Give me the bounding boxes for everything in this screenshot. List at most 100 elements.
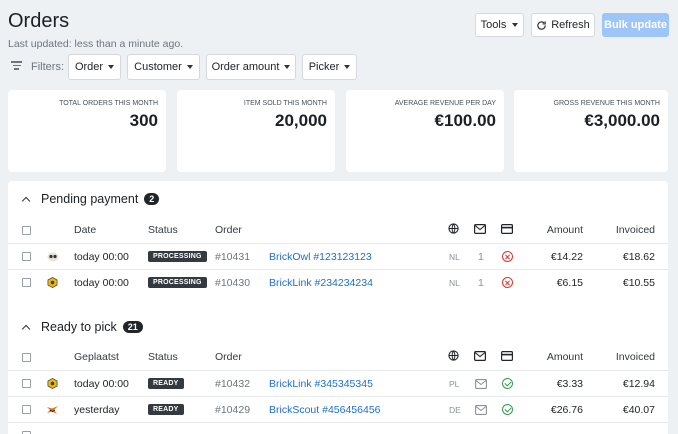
stat-card-total-orders: TOTAL ORDERS THIS MONTH 300 [8,90,166,172]
country-code: DE [449,404,461,415]
sparkline [25,145,152,171]
invoiced-amount: €18.62 [622,250,655,263]
filters-label: Filters: [31,61,64,73]
stat-value: 20,000 [275,111,327,130]
order-date: today 00:00 [74,250,129,263]
order-amount-filter-label: Order amount [211,61,280,73]
row-checkbox[interactable] [22,379,31,388]
order-column-header[interactable]: Order [215,351,242,363]
table-row[interactable]: today 00:00 PROCESSING #10431 BrickOwl #… [8,243,668,269]
tools-button[interactable]: Tools [475,13,524,37]
order-column-header[interactable]: Order [215,224,242,236]
status-badge: READY [148,404,184,415]
date-column-header[interactable]: Geplaatst [74,351,119,363]
stat-value: €3,000.00 [584,111,660,130]
chevron-up-icon [21,196,31,205]
refresh-button[interactable]: Refresh [531,13,595,37]
caret-down-icon [284,65,291,69]
customer-filter-label: Customer [134,61,182,73]
marketplace-order-link[interactable]: BrickOwl #123123123 [269,250,372,263]
brickowl-icon [47,251,59,265]
select-all-checkbox[interactable] [22,225,31,235]
message-count: 1 [478,276,484,289]
row-checkbox[interactable] [22,252,31,261]
count-badge: 2 [144,193,160,205]
order-number: #10432 [215,377,251,390]
order-filter-button[interactable]: Order [68,54,121,80]
row-checkbox[interactable] [22,431,31,434]
invoiced-column-header[interactable]: Invoiced [615,224,655,236]
invoiced-column-header[interactable]: Invoiced [615,351,655,363]
section-title: Ready to pick [41,320,117,334]
payment-ok-icon [502,404,513,415]
order-amount: €14.22 [550,250,583,263]
order-number: #10431 [215,250,251,263]
picker-filter-button[interactable]: Picker [302,54,357,80]
mail-icon [475,405,487,418]
table-row[interactable] [8,422,668,434]
table-header: Geplaatst Status Order Amount Invoiced [8,344,668,370]
stat-label: TOTAL ORDERS THIS MONTH [59,100,158,107]
mail-icon [474,350,487,364]
stat-card-gross-revenue: GROSS REVENUE THIS MONTH €3,000.00 [514,90,668,172]
payment-error-icon [502,277,513,288]
tools-button-label: Tools [480,19,507,31]
table-row[interactable]: today 00:00 PROCESSING #10430 BrickLink … [8,269,668,295]
order-amount: €26.76 [550,403,583,416]
customer-filter-button[interactable]: Customer [127,54,200,80]
credit-card-icon [501,350,514,364]
message-count: 1 [478,250,484,263]
status-badge: READY [148,378,184,389]
country-code: NL [449,277,460,288]
order-date: yesterday [74,403,120,416]
order-amount: €3.33 [556,377,583,390]
order-date: today 00:00 [74,276,129,289]
marketplace-order-link[interactable]: BrickLink #234234234 [269,276,373,289]
pending-payment-header[interactable]: Pending payment 2 [21,192,160,206]
table-row[interactable]: yesterday READY #10429 BrickScout #45645… [8,396,668,422]
stat-value: €100.00 [434,111,496,130]
amount-column-header[interactable]: Amount [546,351,583,363]
select-all-checkbox[interactable] [22,352,31,362]
ready-to-pick-header[interactable]: Ready to pick 21 [21,320,143,334]
stat-card-average-revenue: AVERAGE REVENUE PER DAY €100.00 [346,90,504,172]
order-amount-filter-button[interactable]: Order amount [206,54,296,80]
invoiced-amount: €12.94 [622,377,655,390]
picker-filter-label: Picker [308,61,340,73]
bulk-update-button[interactable]: Bulk update [602,13,669,37]
order-date: today 00:00 [74,377,129,390]
table-row[interactable]: today 00:00 READY #10432 BrickLink #3453… [8,370,668,396]
table-header: Date Status Order Amount Invoiced [8,217,668,243]
count-badge: 21 [122,321,143,333]
bricklink-icon [47,277,58,291]
amount-column-header[interactable]: Amount [546,224,583,236]
country-code: PL [449,378,460,389]
country-code: NL [449,251,460,262]
credit-card-icon [501,223,514,237]
mail-icon [474,223,487,237]
row-checkbox[interactable] [22,278,31,287]
order-number: #10429 [215,403,251,416]
stat-label: GROSS REVENUE THIS MONTH [553,100,660,107]
invoiced-amount: €40.07 [622,403,655,416]
filter-icon [11,61,22,71]
chevron-up-icon [21,324,31,333]
status-badge: PROCESSING [148,277,207,288]
caret-down-icon [344,65,351,69]
row-checkbox[interactable] [22,405,31,414]
status-column-header[interactable]: Status [148,224,178,236]
sparkline [531,145,658,171]
marketplace-order-link[interactable]: BrickScout #456456456 [269,403,381,416]
order-filter-label: Order [74,61,104,73]
stat-label: AVERAGE REVENUE PER DAY [394,100,496,107]
payment-error-icon [502,251,513,262]
status-column-header[interactable]: Status [148,351,178,363]
payment-ok-icon [502,378,513,389]
refresh-icon [537,20,546,30]
order-amount: €6.15 [556,276,583,289]
caret-down-icon [186,65,193,69]
page-title: Orders [8,10,70,32]
status-badge: PROCESSING [148,251,207,262]
date-column-header[interactable]: Date [74,224,97,236]
marketplace-order-link[interactable]: BrickLink #345345345 [269,377,373,390]
